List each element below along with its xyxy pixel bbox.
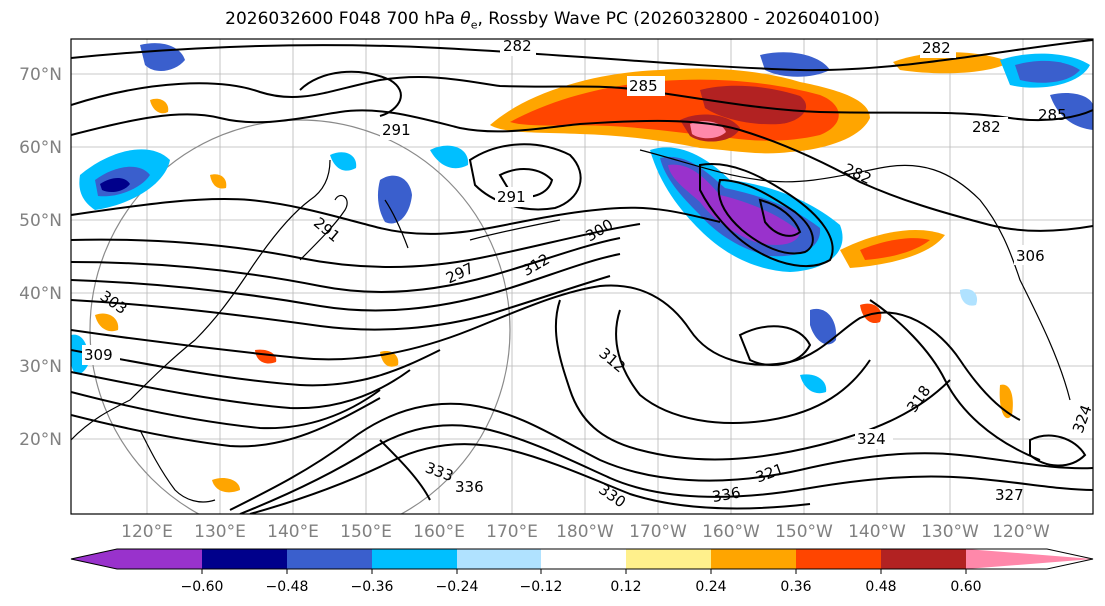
contour-label: 282 [972, 118, 1001, 136]
title-theta: θ [460, 9, 471, 29]
colorbar-segment-0 [71, 549, 117, 569]
colorbar-segment-2 [202, 549, 287, 569]
map-frame [70, 38, 1094, 515]
lon-label: 130°E [194, 522, 246, 542]
contour-label: 285 [629, 77, 658, 95]
lon-label: 160°W [702, 522, 760, 542]
theta-e-contours [71, 39, 1093, 514]
colorbar-segment-7 [626, 549, 711, 569]
contour-label: 306 [1016, 247, 1045, 265]
contour-label: 285 [1038, 106, 1067, 124]
colorbar-segment-6 [541, 549, 626, 569]
lon-label: 160°E [413, 522, 465, 542]
lat-label-40n: 40°N [19, 284, 62, 304]
contour-label: 336 [455, 478, 484, 496]
lat-label-70n: 70°N [19, 65, 62, 85]
lon-label: 180°W [556, 522, 614, 542]
colorbar-segment-1 [117, 549, 202, 569]
lon-label: 140°W [848, 522, 906, 542]
colorbar-tick-label: −0.24 [436, 579, 479, 595]
lon-label: 170°W [629, 522, 687, 542]
lat-label-20n: 20°N [19, 430, 62, 450]
colorbar-tick-label: −0.60 [181, 579, 224, 595]
colorbar-tick-label: −0.12 [520, 579, 563, 595]
lon-label: 170°E [486, 522, 538, 542]
colorbar-tick-marks [201, 569, 967, 574]
colorbar-segment-10 [881, 549, 966, 569]
lon-label: 150°E [340, 522, 392, 542]
anomaly-shading [71, 43, 1093, 493]
colorbar-segment-5 [457, 549, 541, 569]
contour-label: 336 [711, 483, 742, 506]
title-prefix: 2026032600 F048 700 hPa [225, 9, 461, 29]
longitude-labels: 120°E 130°E 140°E 150°E 160°E 170°E 180°… [121, 522, 1050, 542]
figure-title: 2026032600 F048 700 hPa θe, Rossby Wave … [0, 9, 1105, 31]
contour-label: 282 [503, 37, 532, 55]
colorbar-segment-11 [966, 549, 1093, 569]
lon-label: 120°W [992, 522, 1050, 542]
title-theta-subscript: e [470, 18, 478, 32]
colorbar-segment-4 [372, 549, 457, 569]
colorbar-outline [70, 548, 1094, 570]
map-plot-area: 282 282 285 285 282 291 291 282 291 300 … [71, 37, 1093, 514]
latitude-labels: 70°N 60°N 50°N 40°N 30°N 20°N [19, 65, 62, 450]
contour-label: 327 [995, 486, 1024, 504]
lat-label-50n: 50°N [19, 211, 62, 231]
colorbar-segment-3 [287, 549, 372, 569]
lon-label: 120°E [121, 522, 173, 542]
contour-label: 282 [922, 39, 951, 57]
contour-labels: 282 282 285 285 282 291 291 282 291 300 … [82, 37, 1093, 511]
colorbar-tick-label: −0.36 [351, 579, 394, 595]
title-suffix: , Rossby Wave PC (2026032800 - 202604010… [477, 9, 880, 29]
colorbar-segment-9 [796, 549, 881, 569]
colorbar-segment-8 [711, 549, 796, 569]
lon-label: 150°W [775, 522, 833, 542]
contour-label: 324 [857, 430, 886, 448]
lon-label: 130°W [921, 522, 979, 542]
colorbar: −0.60 −0.48 −0.36 −0.24 −0.12 0.12 0.24 … [70, 548, 1094, 595]
colorbar-tick-label: 0.12 [610, 579, 641, 595]
colorbar-tick-label: −0.48 [266, 579, 309, 595]
contour-label: 291 [497, 188, 526, 206]
contour-label: 309 [84, 346, 113, 364]
lat-label-60n: 60°N [19, 138, 62, 158]
reference-circle [89, 119, 511, 514]
contour-label: 291 [382, 121, 411, 139]
coastlines [71, 149, 1071, 503]
colorbar-tick-label: 0.36 [780, 579, 811, 595]
colorbar-tick-label: 0.48 [865, 579, 896, 595]
lon-label: 140°E [267, 522, 319, 542]
colorbar-tick-label: 0.24 [695, 579, 726, 595]
lat-label-30n: 30°N [19, 357, 62, 377]
colorbar-tick-label: 0.60 [950, 579, 981, 595]
